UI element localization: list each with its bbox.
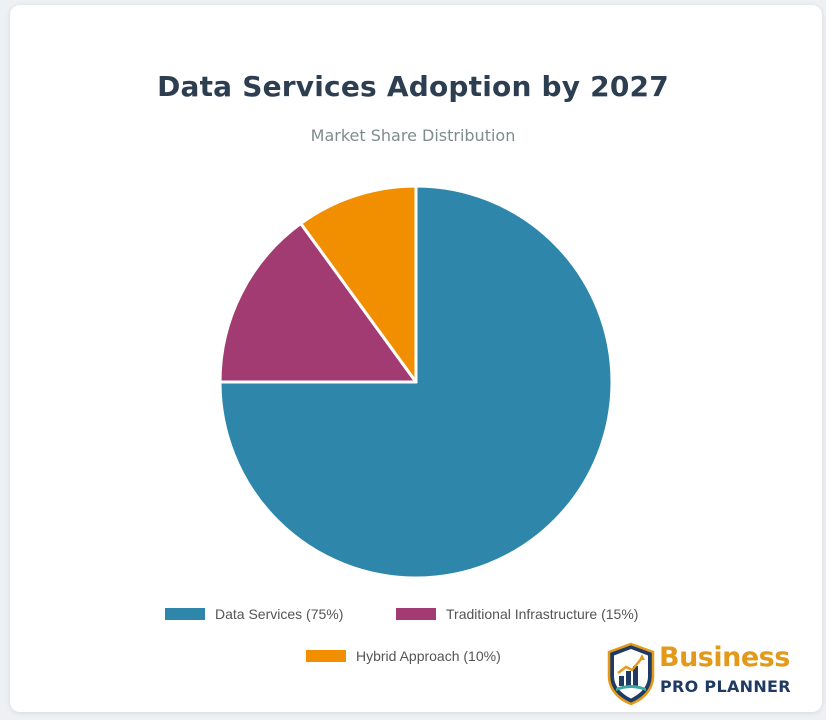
chart-title: Data Services Adoption by 2027 — [157, 70, 669, 103]
legend-swatch-hybrid-approach — [306, 650, 346, 662]
shield-chart-icon — [607, 642, 655, 706]
logo-word-business: Business — [659, 642, 790, 673]
legend-item-data-services[interactable]: Data Services (75%) — [165, 606, 343, 622]
legend-label-hybrid-approach: Hybrid Approach (10%) — [356, 648, 501, 664]
pie-slice-data-services[interactable] — [218, 184, 614, 580]
logo-word-pro-planner: PRO PLANNER — [660, 677, 791, 696]
legend-item-traditional-infrastructure[interactable]: Traditional Infrastructure (15%) — [396, 606, 638, 622]
legend-swatch-data-services — [165, 608, 205, 620]
business-pro-planner-logo: Business PRO PLANNER — [605, 640, 805, 706]
legend-item-hybrid-approach[interactable]: Hybrid Approach (10%) — [306, 648, 501, 664]
legend-label-data-services: Data Services (75%) — [215, 606, 344, 622]
pie-slice-traditional-infrastructure[interactable] — [218, 221, 418, 384]
chart-subtitle: Market Share Distribution — [310, 126, 516, 145]
pie-slice-hybrid-approach[interactable] — [299, 184, 418, 384]
legend-swatch-traditional-infrastructure — [396, 608, 436, 620]
legend-label-traditional-infrastructure: Traditional Infrastructure (15%) — [446, 606, 639, 622]
